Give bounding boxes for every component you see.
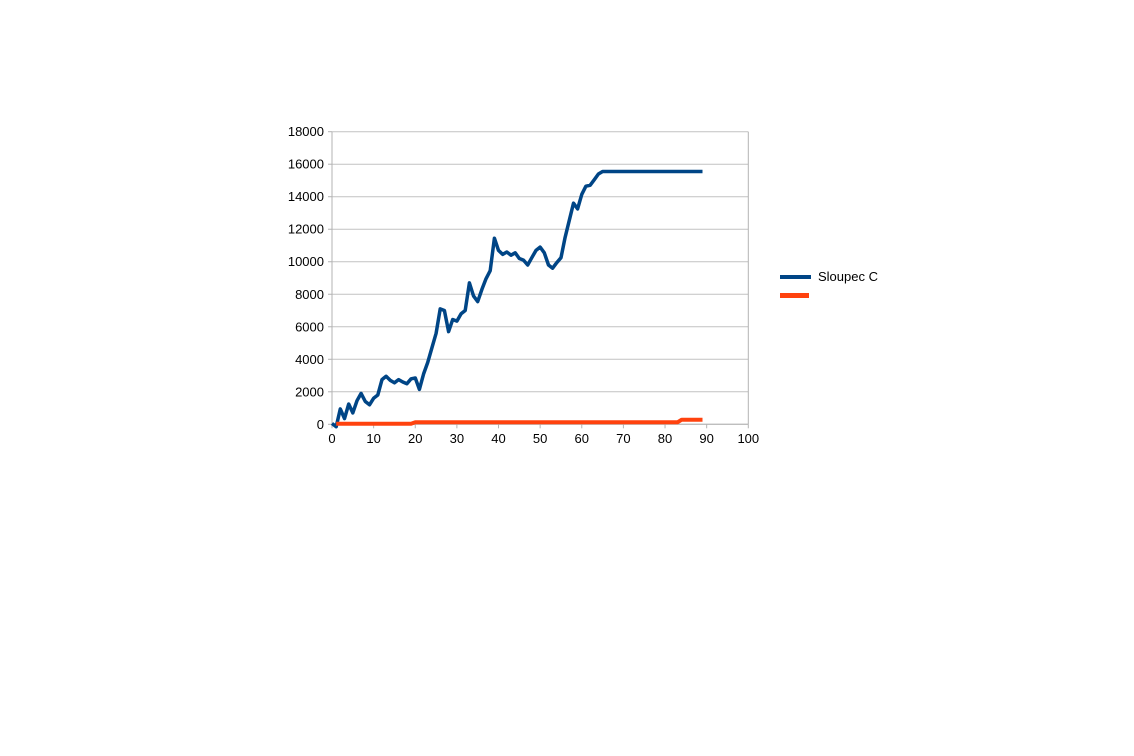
x-tick-label-30: 30 <box>450 431 464 446</box>
legend-line-swatch-blue <box>780 274 811 279</box>
y-tick-label-2000: 2000 <box>295 384 324 399</box>
y-tick-label-18000: 18000 <box>288 124 324 139</box>
x-tick-label-70: 70 <box>616 431 630 446</box>
y-tick-label-8000: 8000 <box>295 287 324 302</box>
y-tick-label-0: 0 <box>317 417 324 432</box>
x-tick-label-60: 60 <box>575 431 589 446</box>
plot-border <box>331 131 749 425</box>
x-tick-label-50: 50 <box>533 431 547 446</box>
y-tick-label-4000: 4000 <box>295 352 324 367</box>
axis-ticks <box>328 131 749 429</box>
legend-label-sloupec-c: Sloupec C <box>818 269 878 284</box>
x-tick-label-100: 100 <box>737 431 759 446</box>
series-line-unnamed-2 <box>336 417 703 426</box>
series-line-sloupec-c <box>330 169 703 429</box>
y-tick-label-6000: 6000 <box>295 319 324 334</box>
legend-line-swatch-orange <box>780 293 809 298</box>
x-tick-label-40: 40 <box>491 431 505 446</box>
legend-entry-sloupec-c: Sloupec C <box>780 267 878 286</box>
x-tick-label-0: 0 <box>328 431 335 446</box>
data-series <box>330 169 703 429</box>
y-axis-labels: 0 2000 4000 6000 8000 10000 12000 14000 16000 180… <box>288 124 324 432</box>
x-tick-label-20: 20 <box>408 431 422 446</box>
y-tick-label-16000: 16000 <box>288 157 324 172</box>
legend: Sloupec C <box>780 267 878 305</box>
y-tick-label-10000: 10000 <box>288 254 324 269</box>
y-tick-label-12000: 12000 <box>288 222 324 237</box>
gridlines <box>332 131 749 425</box>
x-axis-labels: 0 10 20 30 40 50 60 70 80 90 100 <box>328 431 759 446</box>
y-tick-label-14000: 14000 <box>288 189 324 204</box>
x-tick-label-80: 80 <box>658 431 672 446</box>
legend-entry-series-2 <box>780 286 878 305</box>
x-tick-label-90: 90 <box>699 431 713 446</box>
x-tick-label-10: 10 <box>366 431 380 446</box>
